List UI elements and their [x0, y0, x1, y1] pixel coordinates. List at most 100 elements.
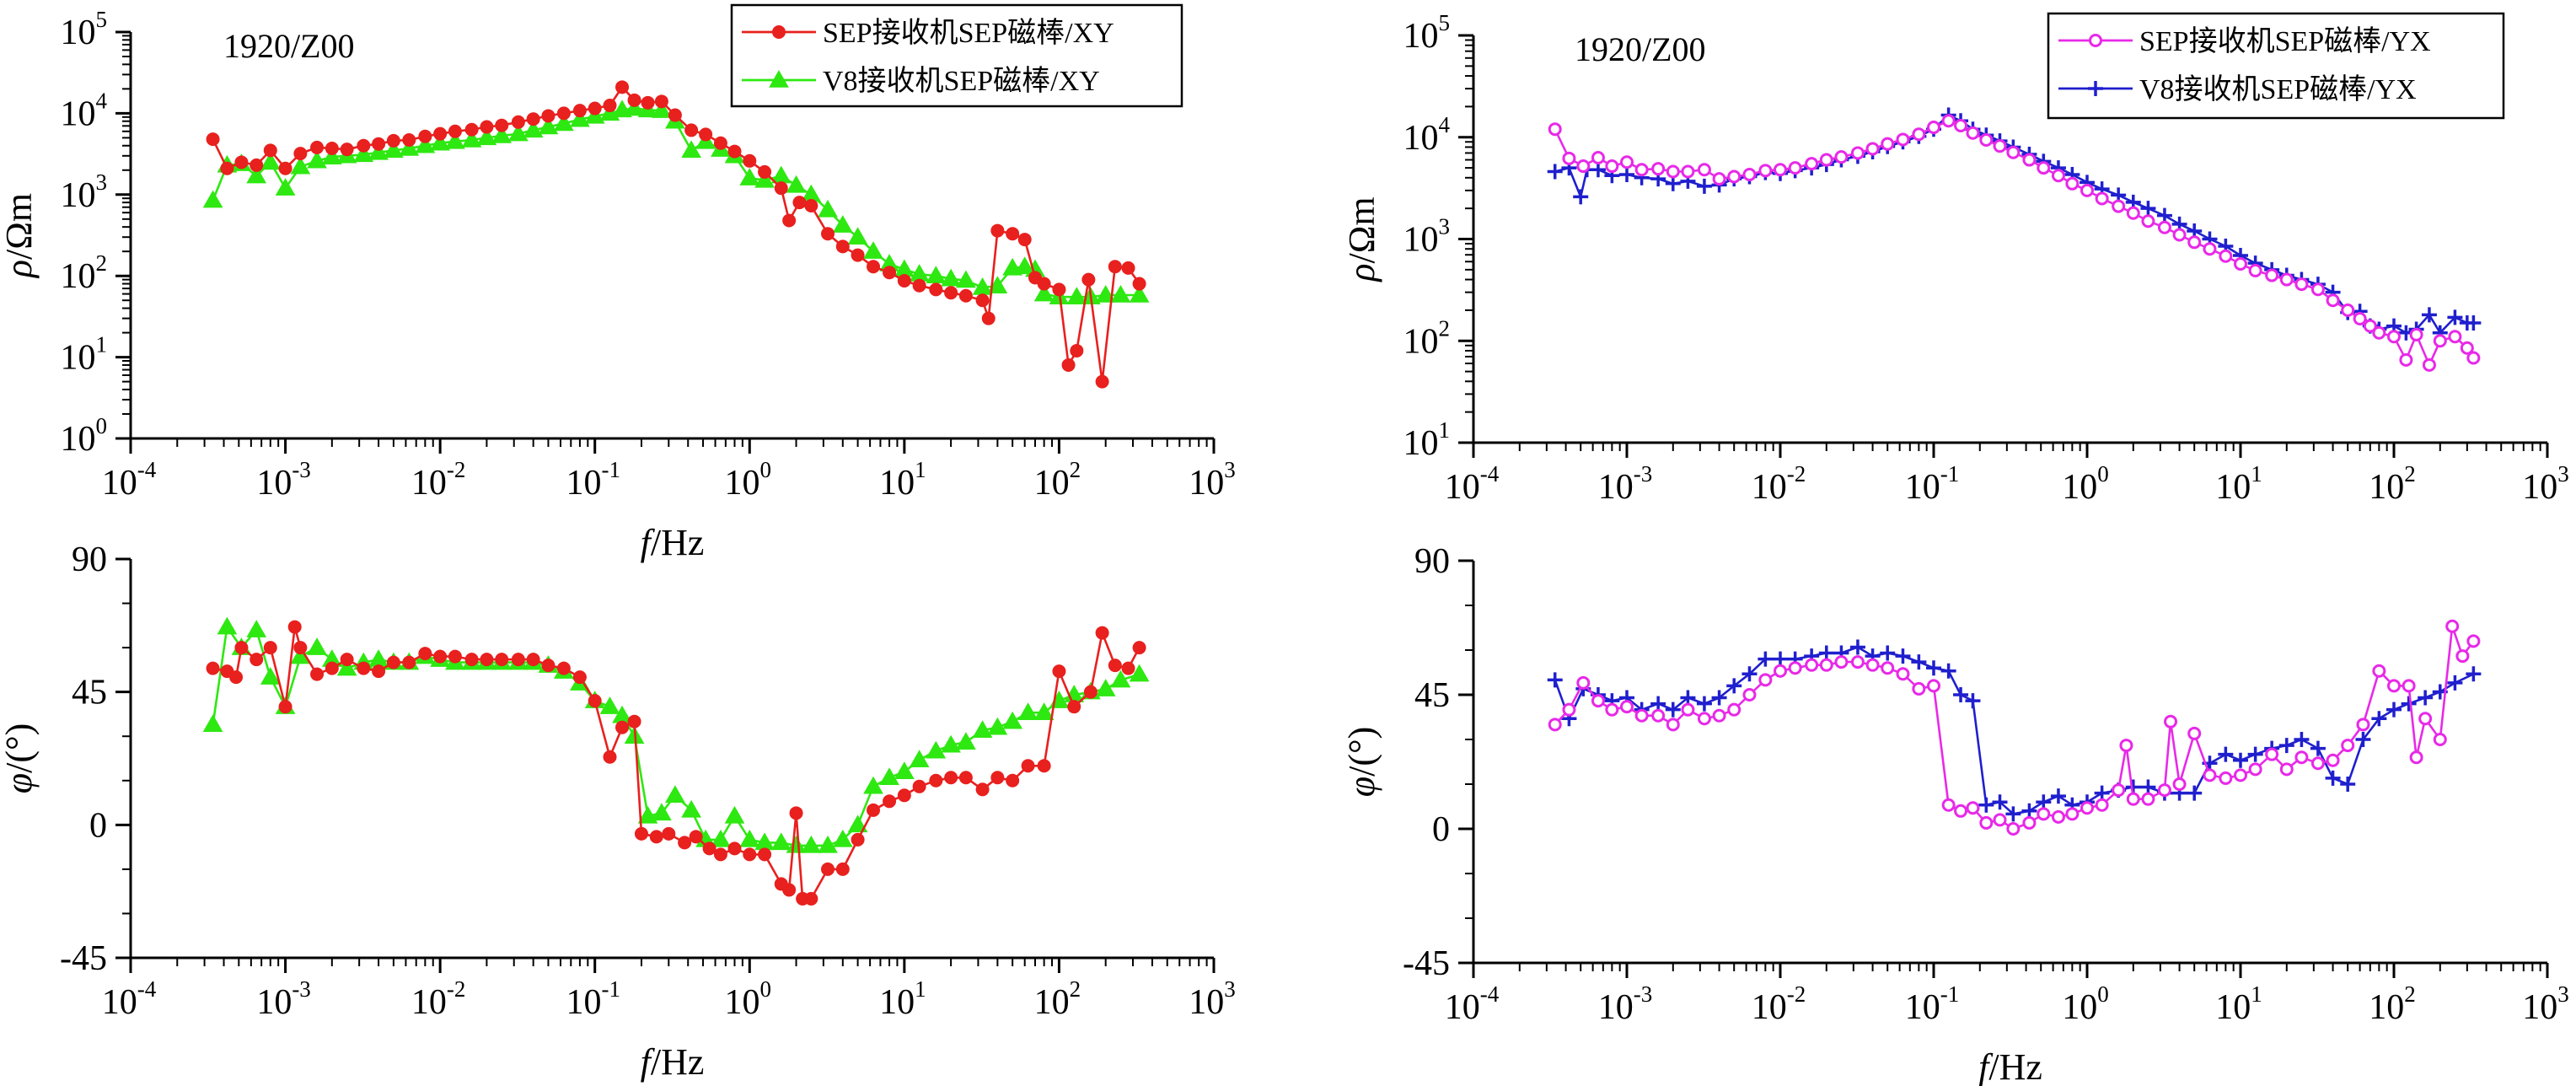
data-point-circle — [990, 223, 1005, 238]
data-point-triangle — [832, 215, 853, 233]
y-tick-label: 105 — [61, 7, 108, 52]
x-tick-label: 10-2 — [411, 976, 466, 1022]
data-point-triangle — [847, 227, 868, 245]
data-point-triangle — [1017, 702, 1038, 720]
data-point-circle — [821, 862, 835, 876]
data-point-circle — [758, 164, 772, 179]
chart-panel-phase-yx: 10-4 10-3 10-2 10-1 100 101 102 10390450-45φ/(°… — [1341, 542, 2569, 1086]
station-label: 1920/Z00 — [1575, 30, 1706, 68]
legend-entry-label: V8接收机SEP磁棒/XY — [823, 65, 1100, 97]
data-point-open-circle — [2172, 228, 2187, 242]
y-tick-label: 0 — [89, 806, 107, 845]
data-point-open-circle — [1742, 168, 1757, 182]
x-axis-label: f/Hz — [641, 1041, 705, 1083]
data-point-open-circle — [2022, 815, 2037, 830]
data-point-open-circle — [2065, 807, 2080, 821]
data-point-circle — [1108, 260, 1122, 274]
legend-entry-label: SEP接收机SEP磁棒/XY — [823, 17, 1114, 49]
x-tick-base: 10 — [1445, 468, 1480, 507]
legend: SEP接收机SEP磁棒/YX V8接收机SEP磁棒/YX — [2047, 12, 2505, 120]
y-tick-label: 104 — [61, 88, 108, 133]
data-point-open-circle — [2141, 792, 2155, 806]
y-tick-label: 45 — [1414, 676, 1450, 715]
data-point-open-circle — [1620, 700, 1634, 714]
data-point-circle — [654, 94, 668, 109]
y-tick-label: 100 — [61, 413, 108, 459]
x-tick-exponent: 3 — [1224, 457, 1236, 482]
x-tick-label: 102 — [2369, 461, 2416, 507]
y-tick-label: 103 — [61, 169, 108, 215]
data-point-open-circle — [1966, 801, 1980, 815]
data-point-plus — [2218, 746, 2234, 762]
x-tick-label: 10-3 — [256, 457, 311, 503]
x-tick-exponent: 1 — [2251, 981, 2262, 1007]
data-point-open-circle — [1697, 163, 1711, 177]
data-point-circle — [372, 137, 386, 151]
data-point-circle — [789, 806, 803, 820]
data-point-circle — [702, 841, 716, 856]
x-tick-exponent: 2 — [1070, 976, 1081, 1002]
x-tick-base: 10 — [256, 983, 292, 1022]
y-tick-exponent: 4 — [96, 88, 108, 113]
y-tick-label: 102 — [61, 250, 108, 296]
data-point-open-circle — [2433, 334, 2447, 348]
data-point-circle — [541, 659, 555, 673]
data-point-open-circle — [2203, 768, 2217, 782]
data-point-triangle — [818, 835, 838, 853]
data-point-circle — [588, 101, 602, 116]
x-tick-base: 10 — [1752, 988, 1787, 1027]
series-1 — [202, 616, 1150, 853]
data-point-plus — [2447, 675, 2463, 691]
legend-box — [730, 3, 1183, 108]
data-point-circle — [495, 653, 509, 667]
x-tick-label: 10-2 — [1752, 981, 1806, 1027]
data-point-triangle — [941, 734, 961, 753]
data-point-circle — [1006, 773, 1020, 788]
data-point-circle — [206, 661, 220, 675]
data-point-open-circle — [2265, 268, 2279, 282]
x-tick-base: 10 — [1034, 983, 1070, 1022]
data-point-open-circle — [1993, 139, 2007, 153]
x-tick-exponent: -1 — [601, 457, 620, 482]
x-tick-base: 10 — [1905, 988, 1940, 1027]
data-point-triangle — [523, 120, 544, 138]
data-point-open-circle — [2387, 679, 2401, 693]
x-tick-base: 10 — [1598, 468, 1634, 507]
data-point-circle — [678, 836, 692, 850]
x-tick-label: 10-4 — [102, 457, 157, 503]
data-point-circle — [603, 99, 617, 113]
data-point-circle — [1070, 343, 1084, 358]
data-point-open-circle — [1865, 142, 1880, 156]
x-tick-exponent: 3 — [2557, 981, 2569, 1007]
x-tick-label: 103 — [2522, 981, 2569, 1027]
data-point-circle — [386, 655, 400, 669]
data-point-circle — [556, 106, 571, 121]
data-point-triangle — [461, 130, 482, 148]
x-tick-label: 100 — [2062, 981, 2109, 1027]
data-point-open-circle — [1774, 664, 1787, 678]
data-point-open-circle — [1912, 681, 1926, 696]
data-point-open-circle — [1774, 163, 1787, 177]
data-point-circle — [615, 720, 630, 734]
x-tick-label: 10-4 — [102, 976, 157, 1022]
y-tick-exponent: 2 — [96, 250, 108, 276]
data-point-open-circle — [2310, 282, 2325, 297]
data-point-triangle — [665, 785, 685, 804]
data-point-open-circle — [1805, 157, 1819, 171]
y-tick-label: 90 — [1414, 542, 1450, 581]
data-point-circle — [357, 138, 371, 153]
data-point-triangle — [711, 829, 731, 847]
data-point-circle — [897, 788, 911, 803]
x-tick-base: 10 — [102, 464, 137, 503]
data-point-triangle — [818, 199, 838, 218]
data-point-circle — [293, 641, 308, 655]
data-point-open-circle — [1727, 702, 1741, 717]
data-point-triangle — [353, 144, 374, 163]
data-point-open-circle — [2051, 809, 2065, 824]
chart-panel-rho-xy: 10-4 10-3 10-2 10-1 100 101 102 103100101102103… — [0, 3, 1236, 563]
data-point-circle — [250, 653, 264, 667]
data-point-open-circle — [1758, 164, 1773, 178]
data-point-plus — [2187, 785, 2203, 801]
data-point-circle — [792, 196, 807, 210]
data-point-plus — [2140, 201, 2156, 217]
